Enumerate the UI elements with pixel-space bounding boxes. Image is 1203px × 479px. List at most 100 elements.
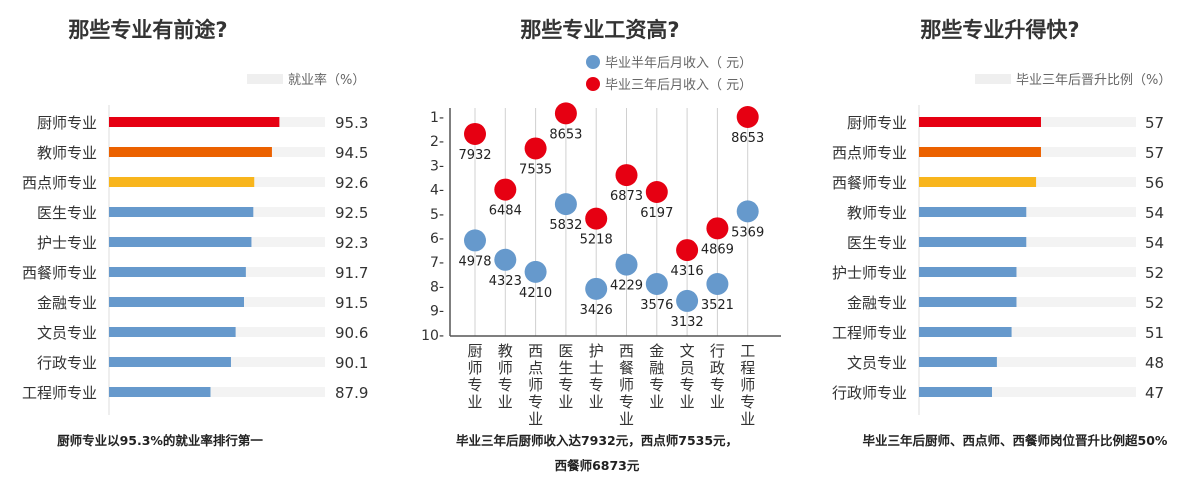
- income-3yr-point: [585, 207, 608, 230]
- income-3yr-point: [524, 137, 547, 160]
- income-3yr-point: [494, 178, 517, 201]
- bar-track: [919, 297, 1136, 307]
- data-label: 6873: [610, 189, 643, 204]
- category-label: 西餐师专业: [22, 264, 97, 282]
- category-label: 医生专业: [558, 342, 573, 411]
- category-label: 厨师专业: [37, 114, 97, 132]
- legend-label: 毕业三年后晋升比例（%）: [1016, 73, 1171, 88]
- y-tick-label: 5-: [430, 207, 444, 223]
- income-half-year-point: [524, 260, 547, 283]
- category-label: 厨师专业: [467, 342, 482, 411]
- category-label: 工程师专业: [832, 324, 907, 342]
- bar: [919, 267, 1017, 277]
- y-tick-label: 1-: [430, 110, 444, 126]
- y-tick-label: 4-: [430, 183, 444, 199]
- data-label: 4978: [458, 254, 491, 269]
- bar: [109, 357, 231, 367]
- chart2-title: 那些专业工资高?: [520, 18, 679, 42]
- data-label: 5218: [580, 233, 613, 248]
- data-label: 8653: [731, 131, 764, 146]
- bar-track: [109, 387, 325, 397]
- legend-swatch: [247, 74, 283, 84]
- category-label: 西餐师专业: [619, 342, 634, 428]
- value-label: 48: [1145, 354, 1164, 372]
- data-label: 3521: [701, 298, 734, 313]
- data-label: 4323: [489, 274, 522, 289]
- y-tick-label: 3-: [430, 158, 444, 174]
- category-label: 行政专业: [37, 354, 97, 372]
- value-label: 92.6: [335, 174, 368, 192]
- value-label: 91.5: [335, 294, 368, 312]
- bar: [919, 207, 1027, 217]
- bar: [919, 327, 1012, 337]
- bar: [919, 177, 1037, 187]
- value-label: 90.6: [335, 324, 368, 342]
- data-label: 4210: [519, 286, 552, 301]
- y-tick-label: 7-: [430, 255, 444, 271]
- category-label: 医生专业: [847, 234, 907, 252]
- value-label: 92.5: [335, 204, 368, 222]
- bar: [109, 237, 252, 247]
- bar: [919, 297, 1017, 307]
- income-half-year-point: [494, 248, 517, 271]
- bar-track: [919, 327, 1136, 337]
- value-label: 95.3: [335, 114, 368, 132]
- chart3-caption: 毕业三年后厨师、西点师、西餐师岗位晋升比例超50%: [863, 433, 1168, 448]
- chart1-caption: 厨师专业以95.3%的就业率排行第一: [57, 433, 263, 448]
- bar-track: [919, 237, 1136, 247]
- income-3yr-point: [736, 106, 759, 128]
- income-half-year-point: [464, 229, 486, 252]
- bar-track: [919, 387, 1136, 397]
- category-label: 教师专业: [37, 144, 97, 162]
- category-label: 文员专业: [847, 354, 907, 372]
- category-label: 行政师专业: [832, 384, 907, 402]
- legend-label: 毕业三年后月收入（ 元）: [605, 78, 752, 93]
- category-label: 工程师专业: [740, 342, 755, 428]
- data-label: 5369: [731, 225, 764, 240]
- value-label: 91.7: [335, 264, 368, 282]
- bar-track: [919, 357, 1136, 367]
- data-label: 3426: [580, 303, 613, 318]
- income-3yr-point: [464, 122, 486, 145]
- legend-swatch: [975, 74, 1011, 84]
- income-3yr-point: [676, 239, 699, 262]
- bar: [919, 147, 1041, 157]
- category-label: 文员专业: [680, 342, 695, 411]
- category-label: 教师专业: [847, 204, 907, 222]
- data-label: 3576: [640, 298, 673, 313]
- bar: [109, 147, 272, 157]
- income-half-year-point: [615, 253, 638, 276]
- category-label: 西点师专业: [528, 342, 543, 428]
- value-label: 54: [1145, 204, 1164, 222]
- bar-track: [919, 207, 1136, 217]
- category-label: 厨师专业: [847, 114, 907, 132]
- chart1-title: 那些专业有前途?: [68, 18, 227, 42]
- data-label: 5832: [549, 218, 582, 233]
- category-label: 行政专业: [710, 342, 725, 411]
- value-label: 52: [1145, 294, 1164, 312]
- value-label: 51: [1145, 324, 1164, 342]
- category-label: 西点师专业: [832, 144, 907, 162]
- y-tick-label: 6-: [430, 231, 444, 247]
- data-label: 4229: [610, 279, 643, 294]
- category-label: 护士专业: [37, 234, 97, 252]
- y-tick-label: 2-: [430, 134, 444, 150]
- value-label: 54: [1145, 234, 1164, 252]
- value-label: 56: [1145, 174, 1164, 192]
- bar: [109, 387, 211, 397]
- data-label: 4316: [671, 264, 704, 279]
- bar: [109, 327, 236, 337]
- category-label: 金融专业: [37, 294, 97, 312]
- chart2-caption-line1: 毕业三年后厨师收入达7932元，西点师7535元，: [456, 433, 738, 448]
- data-label: 7535: [519, 162, 552, 177]
- data-label: 8653: [549, 127, 582, 142]
- category-label: 工程师专业: [22, 384, 97, 402]
- income-3yr-point: [615, 164, 638, 187]
- category-label: 金融专业: [847, 294, 907, 312]
- bar: [109, 177, 255, 187]
- y-tick-label: 9-: [430, 304, 444, 320]
- bar: [109, 297, 244, 307]
- chart3-title: 那些专业升得快?: [920, 18, 1079, 42]
- chart2-caption-line2: 西餐师6873元: [555, 458, 640, 473]
